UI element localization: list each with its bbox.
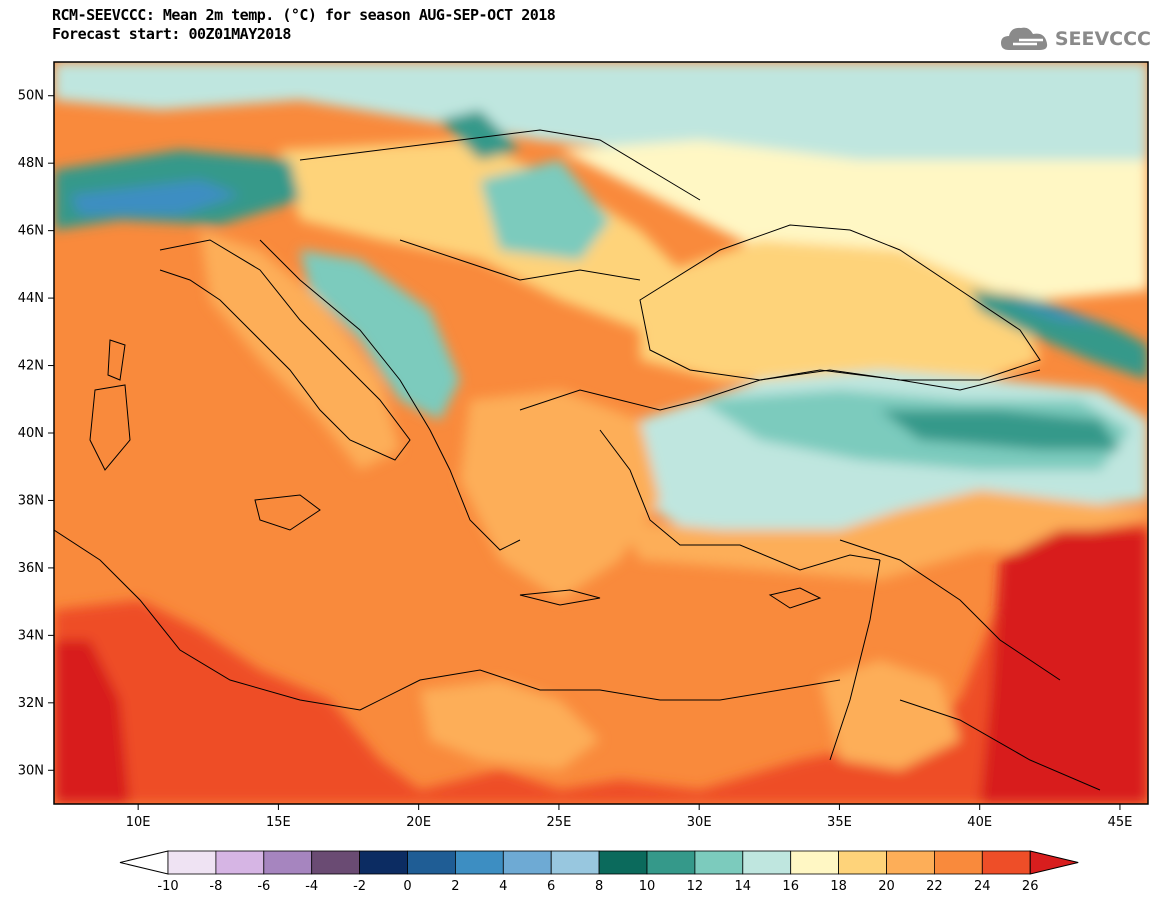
logo-text: SEEVCCC: [1054, 28, 1151, 50]
coastlines: [54, 129, 1101, 791]
colorbar-box: [167, 850, 217, 875]
seevccc-logo: SEEVCCC: [999, 24, 1151, 54]
map-plot-area: [54, 62, 1148, 804]
colorbar-label: 0: [403, 879, 411, 894]
colorbar-box: [598, 850, 648, 875]
colorbar-box: [502, 850, 552, 875]
colorbar-label: 10: [639, 879, 656, 894]
colorbar-label: -8: [209, 879, 222, 894]
longitude-axis: 10E 15E 20E 25E 30E 35E 40E 45E: [126, 804, 1133, 830]
colorbar-box: [694, 850, 744, 875]
colorbar-label: -10: [157, 879, 178, 894]
colorbar-box: [215, 850, 265, 875]
colorbar-box: [359, 850, 408, 875]
lat-tick-label: 42N: [18, 359, 44, 374]
colorbar-box: [454, 850, 504, 875]
lat-tick-label: 34N: [18, 628, 44, 643]
title-line-1: RCM-SEEVCCC: Mean 2m temp. (°C) for seas…: [52, 6, 556, 24]
colorbar-label: 18: [830, 879, 847, 894]
colorbar-box: [311, 850, 361, 875]
colorbar-box: [838, 850, 887, 875]
colorbar-label: 14: [735, 879, 752, 894]
colorbar-label: 22: [926, 879, 943, 894]
lon-tick-label: 10E: [126, 815, 151, 830]
colorbar-box: [263, 850, 313, 875]
colorbar-label: 6: [547, 879, 555, 894]
lon-tick-label: 20E: [406, 815, 431, 830]
colorbar-box: [742, 850, 792, 875]
lon-tick-label: 15E: [266, 815, 291, 830]
colorbar-box: [934, 850, 983, 875]
lat-tick-label: 48N: [18, 156, 44, 171]
colorbar-label: 4: [499, 879, 507, 894]
lat-tick-label: 32N: [18, 696, 44, 711]
colorbar-box: [981, 850, 1031, 875]
colorbar-low-end: [119, 850, 169, 875]
lon-tick-label: 30E: [687, 815, 712, 830]
lat-tick-label: 50N: [18, 89, 44, 104]
colorbar-label: 26: [1022, 879, 1039, 894]
colorbar-label: -4: [305, 879, 318, 894]
lon-tick-label: 35E: [827, 815, 852, 830]
colorbar-label: -2: [353, 879, 366, 894]
colorbar: -10 -8 -6 -4 -2 0 2 4 6 8 10 12 14 16 18 20 22 24 26: [119, 850, 1079, 894]
colorbar-high-end: [1029, 850, 1079, 875]
lat-tick-label: 46N: [18, 224, 44, 239]
colorbar-box: [646, 850, 696, 875]
colorbar-box: [407, 850, 456, 875]
colorbar-box: [790, 850, 840, 875]
lon-tick-label: 40E: [967, 815, 992, 830]
lon-tick-label: 45E: [1108, 815, 1133, 830]
cloud-icon: [1000, 27, 1047, 50]
title-line-2: Forecast start: 00Z01MAY2018: [52, 25, 291, 43]
lat-tick-label: 38N: [18, 493, 44, 508]
latitude-axis: 30N 32N 34N 36N 38N 40N 42N 44N 46N 48N 50N: [18, 89, 54, 778]
colorbar-box: [550, 850, 600, 875]
colorbar-label: -6: [257, 879, 270, 894]
lat-tick-label: 44N: [18, 291, 44, 306]
colorbar-label: 20: [878, 879, 895, 894]
colorbar-box: [886, 850, 935, 875]
colorbar-label: 24: [974, 879, 991, 894]
map-title: RCM-SEEVCCC: Mean 2m temp. (°C) for seas…: [52, 6, 556, 44]
lon-tick-label: 25E: [547, 815, 572, 830]
colorbar-label: 16: [782, 879, 799, 894]
lat-tick-label: 40N: [18, 426, 44, 441]
lat-tick-label: 36N: [18, 561, 44, 576]
colorbar-label: 2: [451, 879, 459, 894]
lat-tick-label: 30N: [18, 763, 44, 778]
colorbar-label: 12: [687, 879, 704, 894]
colorbar-label: 8: [595, 879, 603, 894]
